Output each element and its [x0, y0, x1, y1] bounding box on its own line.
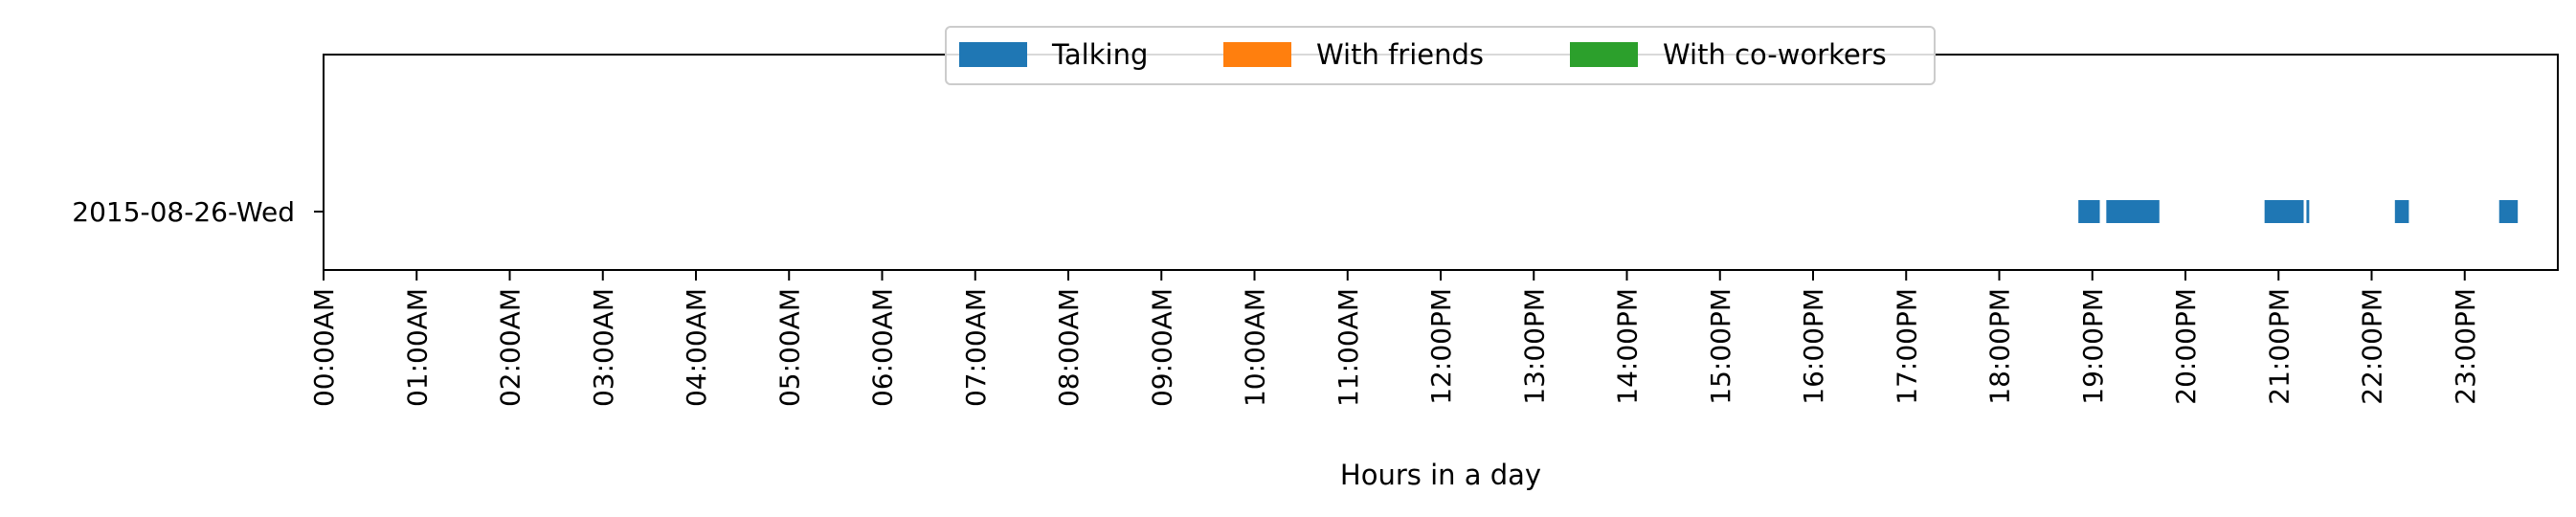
x-tick-label: 19:00PM	[2077, 288, 2109, 405]
x-tick-label: 22:00PM	[2357, 288, 2388, 405]
x-tick-label: 08:00AM	[1053, 288, 1085, 407]
x-tick-label: 03:00AM	[588, 288, 619, 407]
x-tick-label: 02:00AM	[495, 288, 526, 407]
x-tick-label: 17:00PM	[1891, 288, 1922, 405]
legend-label-with-friends: With friends	[1316, 38, 1484, 71]
x-tick-label: 09:00AM	[1146, 288, 1177, 407]
activity-bar-talking-5	[2498, 200, 2519, 223]
activity-bar-talking-1	[2106, 200, 2160, 223]
legend-label-with-co-workers: With co-workers	[1663, 38, 1887, 71]
x-tick-label: 21:00PM	[2263, 288, 2295, 405]
legend-swatch-with-co-workers	[1570, 42, 1638, 67]
x-axis-label: Hours in a day	[1340, 459, 1541, 491]
x-tick-label: 23:00PM	[2450, 288, 2481, 405]
x-tick-label: 20:00PM	[2170, 288, 2202, 405]
legend-swatch-with-friends	[1223, 42, 1291, 67]
legend: Talking With friends With co-workers	[945, 26, 1936, 85]
activity-bars	[2078, 200, 2519, 223]
x-tick-label: 04:00AM	[681, 288, 712, 407]
x-tick-label: 10:00AM	[1240, 288, 1271, 407]
axes-frame	[323, 54, 2559, 271]
x-tick-label: 06:00AM	[867, 288, 899, 407]
legend-swatch-talking	[959, 42, 1027, 67]
activity-bar-talking-0	[2078, 200, 2100, 223]
legend-box	[945, 26, 1936, 85]
x-tick-label: 00:00AM	[308, 288, 340, 407]
x-tick-label: 16:00PM	[1798, 288, 1829, 405]
activity-bar-talking-4	[2394, 200, 2409, 223]
y-axis: 2015-08-26-Wed	[72, 196, 324, 228]
x-tick-label: 05:00AM	[773, 288, 805, 407]
activity-bar-talking-2	[2264, 200, 2304, 223]
x-tick-label: 07:00AM	[960, 288, 992, 407]
activity-bar-talking-3	[2306, 200, 2310, 223]
x-tick-label: 15:00PM	[1705, 288, 1736, 405]
x-tick-label: 01:00AM	[401, 288, 433, 407]
x-tick-label: 13:00PM	[1518, 288, 1550, 405]
x-tick-label: 12:00PM	[1425, 288, 1457, 405]
x-axis: 00:00AM 01:00AM 02:00AM 03:00AM 04:00AM 05:00…	[308, 270, 2481, 407]
x-tick-label: 18:00PM	[1984, 288, 2016, 405]
x-tick-label: 11:00AM	[1333, 288, 1364, 407]
y-tick-label: 2015-08-26-Wed	[72, 196, 295, 228]
x-tick-label: 14:00PM	[1612, 288, 1644, 405]
legend-label-talking: Talking	[1051, 38, 1148, 71]
